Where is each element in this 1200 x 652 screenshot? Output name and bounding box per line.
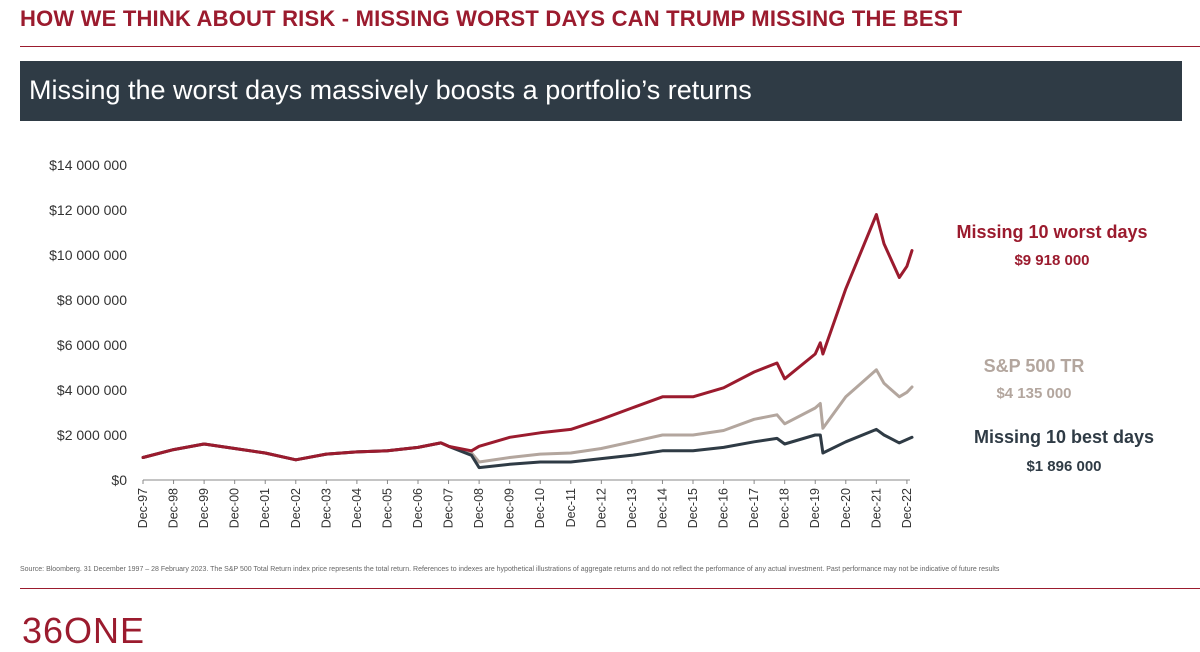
title-divider — [20, 46, 1200, 47]
x-tick-label: Dec-99 — [197, 488, 211, 528]
brand-logo: 36ONE — [22, 610, 146, 651]
y-tick-label: $10 000 000 — [49, 247, 127, 263]
series-label: S&P 500 TR — [984, 356, 1085, 376]
subtitle-banner: Missing the worst days massively boosts … — [20, 61, 1182, 121]
x-tick-label: Dec-97 — [136, 488, 150, 528]
source-note: Source: Bloomberg. 31 December 1997 – 28… — [20, 566, 1000, 573]
x-tick-label: Dec-20 — [839, 488, 853, 528]
y-tick-label: $6 000 000 — [57, 337, 127, 353]
x-tick-label: Dec-00 — [228, 488, 242, 528]
x-tick-label: Dec-22 — [900, 488, 914, 528]
x-tick-label: Dec-19 — [808, 488, 822, 528]
y-tick-label: $8 000 000 — [57, 292, 127, 308]
series-label: Missing 10 worst days — [956, 222, 1147, 242]
x-tick-label: Dec-15 — [686, 488, 700, 528]
x-tick-label: Dec-06 — [411, 488, 425, 528]
x-tick-label: Dec-18 — [778, 488, 792, 528]
footer-divider — [20, 588, 1200, 589]
x-tick-label: Dec-03 — [319, 488, 333, 528]
x-tick-label: Dec-01 — [258, 488, 272, 528]
x-tick-label: Dec-14 — [655, 488, 669, 528]
x-tick-label: Dec-08 — [472, 488, 486, 528]
page-title: HOW WE THINK ABOUT RISK - MISSING WORST … — [20, 6, 963, 31]
series-line-1 — [141, 213, 914, 462]
y-tick-label: $4 000 000 — [57, 382, 127, 398]
x-tick-label: Dec-07 — [442, 488, 456, 528]
x-tick-label: Dec-09 — [503, 488, 517, 528]
series-end-value: $9 918 000 — [1014, 252, 1089, 269]
x-tick-label: Dec-12 — [594, 488, 608, 528]
series-end-value: $4 135 000 — [996, 385, 1071, 402]
series-line-2 — [141, 368, 914, 464]
y-tick-label: $12 000 000 — [49, 202, 127, 218]
x-tick-label: Dec-98 — [167, 488, 181, 528]
y-tick-label: $2 000 000 — [57, 427, 127, 443]
x-tick-label: Dec-04 — [350, 488, 364, 528]
x-tick-label: Dec-11 — [564, 488, 578, 527]
y-tick-label: $14 000 000 — [49, 157, 127, 173]
x-tick-label: Dec-05 — [380, 488, 394, 528]
x-tick-label: Dec-16 — [717, 488, 731, 528]
series-end-value: $1 896 000 — [1026, 458, 1101, 475]
x-tick-label: Dec-13 — [625, 488, 639, 528]
chart: $0 $2 000 000 $4 000 000 $6 000 000 $8 000 0… — [49, 157, 1154, 528]
y-tick-label: $0 — [111, 472, 127, 488]
x-tick-label: Dec-17 — [747, 488, 761, 528]
x-tick-label: Dec-10 — [533, 488, 547, 528]
subtitle-text: Missing the worst days massively boosts … — [29, 75, 752, 105]
series-label: Missing 10 best days — [974, 427, 1154, 447]
x-tick-label: Dec-21 — [869, 488, 883, 528]
x-tick-label: Dec-02 — [289, 488, 303, 528]
